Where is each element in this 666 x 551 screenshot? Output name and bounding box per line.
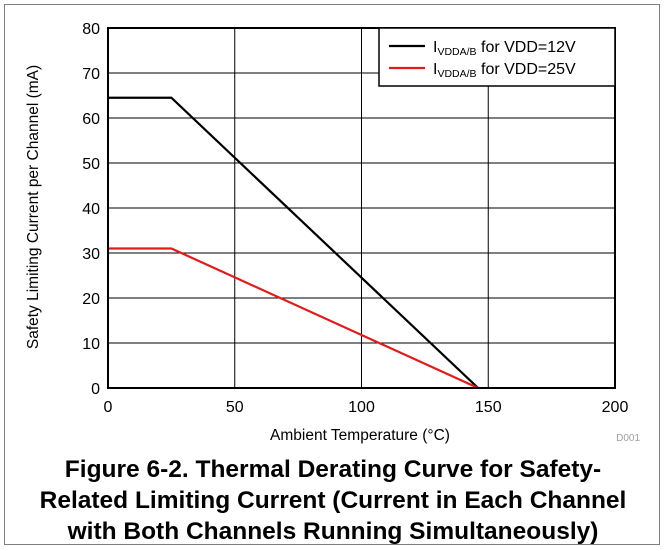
plot-area [107, 27, 616, 389]
y-tick-label: 80 [82, 21, 100, 38]
x-tick-label: 50 [226, 399, 244, 416]
x-tick-label: 150 [475, 399, 502, 416]
y-tick-label: 10 [82, 336, 100, 353]
series-line-1 [108, 247, 479, 390]
y-tick-label: 50 [82, 156, 100, 173]
caption-line: Related Limiting Current (Current in Eac… [39, 487, 627, 514]
figure-caption: Figure 6-2. Thermal Derating Curve for S… [0, 454, 666, 547]
legend: IVDDA/B for VDD=12V IVDDA/B for VDD=25V [378, 27, 616, 87]
figure-id: D001 [616, 433, 640, 444]
series-line-0 [108, 96, 479, 389]
x-tick-label: 200 [602, 399, 629, 416]
x-tick-label: 0 [104, 399, 113, 416]
x-tick-label: 100 [348, 399, 375, 416]
y-tick-label: 60 [82, 111, 100, 128]
figure-frame [4, 4, 660, 545]
x-axis-label: Ambient Temperature (°C) [270, 427, 450, 444]
y-tick-labels: 0 10 20 30 40 50 60 70 80 [82, 21, 100, 398]
y-tick-label: 30 [82, 246, 100, 263]
x-tick-labels: 0 50 100 150 200 [104, 399, 629, 416]
y-tick-label: 0 [91, 381, 100, 398]
legend-entry: IVDDA/B for VDD=25V [433, 61, 576, 80]
series-lines [108, 96, 479, 390]
y-axis-label: Safety Limiting Current per Channel (mA) [25, 65, 42, 349]
legend-entry: IVDDA/B for VDD=12V [433, 39, 576, 58]
caption-line: Figure 6-2. Thermal Derating Curve for S… [64, 456, 602, 483]
legend-box [378, 27, 616, 87]
y-tick-label: 20 [82, 291, 100, 308]
caption-line: with Both Channels Running Simultaneousl… [67, 518, 599, 545]
y-tick-label: 70 [82, 66, 100, 83]
y-tick-label: 40 [82, 201, 100, 218]
